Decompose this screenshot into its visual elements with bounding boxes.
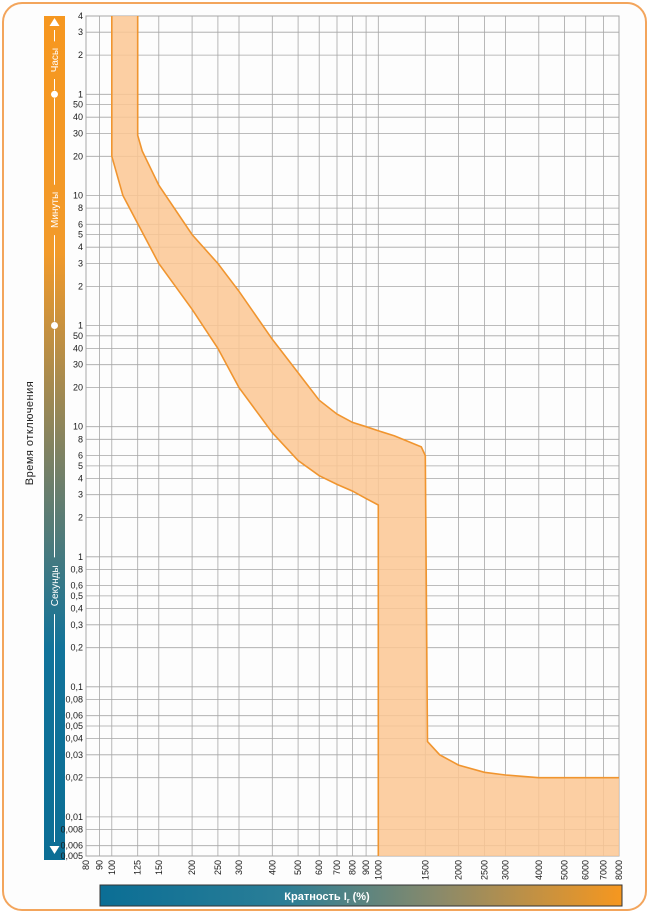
y-tick-label: 0,03: [65, 750, 83, 760]
x-axis-title-bar: [99, 884, 623, 907]
y-tick-label: 40: [73, 112, 83, 122]
trip-band-fill: [111, 16, 620, 856]
x-tick-label: 800: [348, 860, 358, 875]
y-tick-label: 30: [73, 360, 83, 370]
y-tick-label: 10: [73, 191, 83, 201]
y-tick-label: 4: [78, 242, 83, 252]
y-tick-label: 3: [78, 490, 83, 500]
time-band-label: Минуты: [50, 192, 61, 228]
x-tick-label: 4000: [534, 860, 544, 880]
x-tick-label: 300: [234, 860, 244, 875]
y-tick-label: 5: [78, 230, 83, 240]
y-tick-label: 20: [73, 151, 83, 161]
x-tick-label: 5000: [560, 860, 570, 880]
y-tick-label: 0,005: [60, 851, 83, 861]
y-tick-label: 30: [73, 128, 83, 138]
y-tick-label: 4: [78, 474, 83, 484]
x-tick-label: 600: [314, 860, 324, 875]
y-tick-label: 0,8: [70, 564, 83, 574]
x-tick-label: 100: [107, 860, 117, 875]
time-scale-band-markers: Часы Минуты Секунды: [49, 18, 61, 854]
x-axis-title: Кратность Ir (%): [284, 891, 370, 905]
x-tick-label: 80: [81, 860, 91, 870]
y-tick-label: 0,06: [65, 711, 83, 721]
upper-trip-curve: [136, 16, 619, 779]
y-tick-label: 3: [78, 259, 83, 269]
y-tick-label: 0,2: [70, 643, 83, 653]
x-tick-label: 400: [267, 860, 277, 875]
x-tick-label: 1500: [420, 860, 430, 880]
plot-border: [85, 15, 620, 857]
x-tick-label: 250: [213, 860, 223, 875]
y-tick-label: 1: [78, 321, 83, 331]
x-tick-label: 7000: [599, 860, 609, 880]
x-tick-label: 3000: [501, 860, 511, 880]
y-tick-label: 0,5: [70, 591, 83, 601]
x-tick-label: 2500: [479, 860, 489, 880]
y-tick-label: 50: [73, 331, 83, 341]
trip-band: [111, 16, 620, 856]
y-tick-label: 6: [78, 219, 83, 229]
y-tick-label: 0,4: [70, 604, 83, 614]
time-band-label: Секунды: [50, 565, 61, 606]
y-tick-label: 0,05: [65, 721, 83, 731]
x-tick-label: 150: [154, 860, 164, 875]
y-tick-label: 6: [78, 451, 83, 461]
y-tick-label: 20: [73, 383, 83, 393]
y-tick-label: 0,3: [70, 620, 83, 630]
arrow-up-icon: [49, 18, 60, 26]
lower-trip-curve: [111, 16, 380, 856]
minute-boundary-marker: [51, 322, 58, 330]
y-tick-label: 50: [73, 100, 83, 110]
y-tick-label: 0,01: [65, 812, 83, 822]
time-band-label: Часы: [50, 48, 61, 72]
y-tick-label: 8: [78, 434, 83, 444]
y-tick-label: 1: [78, 89, 83, 99]
y-tick-label: 0,1: [70, 682, 83, 692]
x-tick-labels: 80 90 100 125 150 200 250 300 400 500 600 700 800 900…: [81, 860, 624, 880]
arrow-down-icon: [49, 846, 60, 854]
y-tick-label: 0,04: [65, 734, 83, 744]
x-tick-label: 900: [361, 860, 371, 875]
y-tick-label: 0,006: [60, 841, 83, 851]
y-tick-label: 2: [78, 50, 83, 60]
x-tick-label: 8000: [614, 860, 624, 880]
y-tick-label: 8: [78, 203, 83, 213]
x-tick-label: 90: [95, 860, 105, 870]
y-tick-label: 5: [78, 461, 83, 471]
y-tick-label: 0,008: [60, 825, 83, 835]
hour-boundary-marker: [51, 90, 58, 98]
x-tick-label: 1000: [373, 860, 383, 880]
x-tick-label: 2000: [454, 860, 464, 880]
y-axis-title: Время отключения: [24, 381, 36, 485]
y-tick-label: 0,02: [65, 773, 83, 783]
x-tick-label: 6000: [581, 860, 591, 880]
x-tick-label: 200: [187, 860, 197, 875]
y-tick-labels: 1234123456810203040500,0050,0060,0080,01…: [60, 11, 83, 861]
x-tick-label: 125: [133, 860, 143, 875]
y-tick-label: 0,08: [65, 694, 83, 704]
y-tick-label: 40: [73, 343, 83, 353]
y-tick-label: 2: [78, 513, 83, 523]
y-tick-label: 1: [78, 552, 83, 562]
x-tick-label: 700: [332, 860, 342, 875]
x-tick-label: 500: [293, 860, 303, 875]
y-tick-label: 4: [78, 11, 83, 21]
y-tick-label: 2: [78, 281, 83, 291]
y-tick-label: 10: [73, 422, 83, 432]
y-tick-label: 3: [78, 27, 83, 37]
y-tick-label: 0,6: [70, 581, 83, 591]
